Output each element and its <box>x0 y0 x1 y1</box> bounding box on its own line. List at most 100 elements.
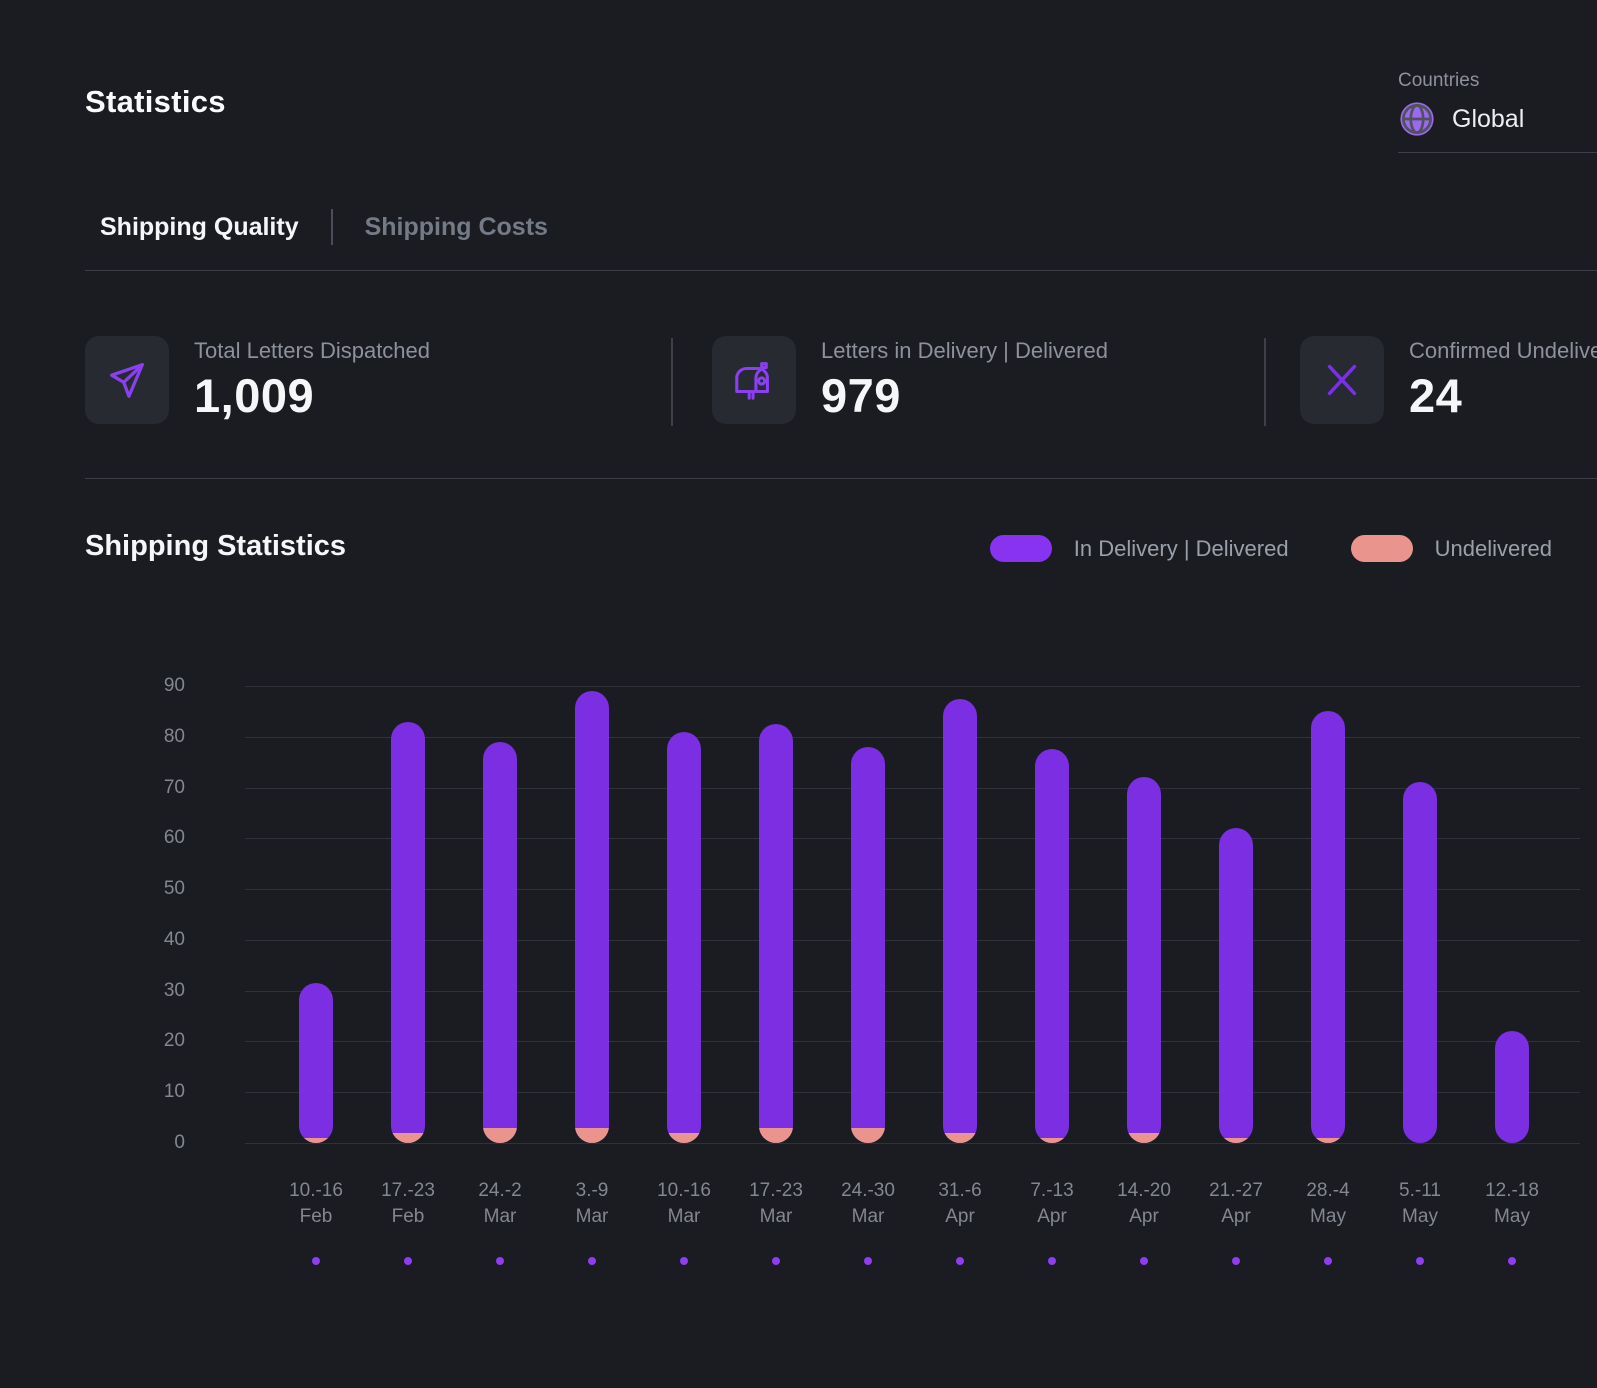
countries-value: Global <box>1452 104 1525 133</box>
bar-5.-11-May <box>1403 782 1437 1143</box>
y-tick-label: 40 <box>163 928 185 950</box>
x-axis-dot <box>956 1257 964 1265</box>
bar-undelivered-segment <box>667 1132 701 1143</box>
gridline-30 <box>245 990 1580 992</box>
countries-select[interactable]: Global <box>1398 100 1597 153</box>
y-tick-label: 20 <box>163 1030 185 1052</box>
shipping-statistics-chart: 0 10 20 30 40 50 60 70 80 90 10.-16 Feb 17.-23 Feb 24.… <box>0 650 1597 1350</box>
x-tick-label: 3.-9 Mar <box>575 1180 609 1227</box>
y-tick-label: 30 <box>163 979 185 1001</box>
gridline-40 <box>245 939 1580 941</box>
gridline-0 <box>245 1143 1580 1144</box>
y-tick-label: 10 <box>163 1081 185 1103</box>
bar-17.-23-Mar <box>759 724 793 1143</box>
x-tick-label: 17.-23 Feb <box>381 1180 435 1227</box>
chart-legend: In Delivery | Delivered Undelivered <box>989 535 1552 562</box>
x-tick-label: 10.-16 Feb <box>289 1180 343 1227</box>
x-axis-dot <box>1508 1257 1516 1265</box>
divider <box>85 478 1597 479</box>
tab-shipping-costs[interactable]: Shipping Costs <box>364 212 548 241</box>
divider <box>671 338 673 426</box>
x-tick-label: 17.-23 Mar <box>749 1180 803 1227</box>
gridline-60 <box>245 838 1580 840</box>
tab-shipping-quality[interactable]: Shipping Quality <box>100 212 299 241</box>
stat-card-dispatched: Total Letters Dispatched 1,009 <box>85 336 430 424</box>
x-axis-dot <box>1232 1257 1240 1265</box>
legend-label: Undelivered <box>1434 535 1552 561</box>
x-axis-dot <box>772 1257 780 1265</box>
bar-undelivered-segment <box>575 1127 609 1143</box>
legend-swatch-delivered <box>989 535 1052 562</box>
x-axis-dot <box>312 1257 320 1265</box>
gridline-80 <box>245 736 1580 738</box>
x-tick-label: 28.-4 May <box>1306 1180 1350 1227</box>
stat-label: Total Letters Dispatched <box>194 338 431 363</box>
stat-card-in-delivery: Letters in Delivery | Delivered 979 <box>712 336 1108 424</box>
stat-card-undelivered: Confirmed Undelivered 24 <box>1300 336 1597 424</box>
bar-undelivered-segment <box>1035 1137 1069 1143</box>
stat-value: 979 <box>821 369 901 422</box>
stat-value: 1,009 <box>194 369 315 422</box>
tab-bar: Shipping Quality Shipping Costs <box>100 205 548 249</box>
bar-7.-13-Apr <box>1035 749 1069 1143</box>
y-tick-label: 0 <box>174 1132 185 1153</box>
gridline-90 <box>245 686 1580 687</box>
x-tick-label: 31.-6 Apr <box>938 1180 982 1227</box>
x-tick-label: 24.-30 Mar <box>841 1180 895 1227</box>
chart-title: Shipping Statistics <box>85 530 347 562</box>
bar-undelivered-segment <box>1127 1132 1161 1143</box>
tab-separator <box>330 209 333 245</box>
bar-14.-20-Apr <box>1127 777 1161 1143</box>
x-tick-label: 5.-11 May <box>1399 1180 1441 1227</box>
bar-undelivered-segment <box>1219 1137 1253 1143</box>
bar-undelivered-segment <box>391 1132 425 1143</box>
legend-swatch-undelivered <box>1350 535 1413 562</box>
page-title: Statistics <box>85 84 226 119</box>
gridline-50 <box>245 889 1580 891</box>
bar-24.-2-Mar <box>483 741 517 1143</box>
x-tick-label: 21.-27 Apr <box>1209 1180 1263 1227</box>
countries-label: Countries <box>1398 70 1480 91</box>
x-tick-label: 7.-13 Apr <box>1030 1180 1074 1227</box>
bar-31.-6-Apr <box>943 698 977 1143</box>
x-tick-label: 14.-20 Apr <box>1117 1180 1171 1227</box>
legend-item-undelivered[interactable]: Undelivered <box>1350 535 1552 562</box>
bar-undelivered-segment <box>483 1127 517 1143</box>
x-tick-label: 10.-16 Mar <box>657 1180 711 1227</box>
bar-undelivered-segment <box>299 1137 333 1143</box>
divider <box>1264 338 1266 426</box>
x-axis-dot <box>1140 1257 1148 1265</box>
bar-undelivered-segment <box>759 1127 793 1143</box>
bar-10.-16-Mar <box>667 731 701 1143</box>
bar-28.-4-May <box>1311 711 1345 1143</box>
bar-undelivered-segment <box>851 1127 885 1143</box>
bar-21.-27-Apr <box>1219 828 1253 1143</box>
bar-24.-30-Mar <box>851 746 885 1143</box>
bar-12.-18-May <box>1495 1031 1529 1143</box>
x-axis-dot <box>1324 1257 1332 1265</box>
x-tick-label: 24.-2 Mar <box>478 1180 522 1227</box>
send-icon <box>85 336 169 424</box>
countries-selector: Countries Global <box>1398 70 1597 153</box>
stat-label: Letters in Delivery | Delivered <box>821 338 1108 363</box>
y-tick-label: 80 <box>163 725 185 747</box>
x-axis-dot <box>680 1257 688 1265</box>
legend-label: In Delivery | Delivered <box>1073 535 1289 561</box>
gridline-20 <box>245 1041 1580 1043</box>
x-axis-dot <box>1048 1257 1056 1265</box>
divider <box>85 270 1597 271</box>
stat-value: 24 <box>1409 369 1463 422</box>
legend-item-delivered[interactable]: In Delivery | Delivered <box>989 535 1289 562</box>
bar-undelivered-segment <box>943 1132 977 1143</box>
bar-17.-23-Feb <box>391 721 425 1143</box>
globe-icon <box>1398 100 1436 138</box>
x-axis-dot <box>588 1257 596 1265</box>
stat-label: Confirmed Undelivered <box>1409 338 1597 363</box>
x-axis-dot <box>404 1257 412 1265</box>
mailbox-icon <box>712 336 796 424</box>
y-tick-label: 70 <box>163 776 185 798</box>
x-axis-dot <box>1416 1257 1424 1265</box>
bar-undelivered-segment <box>1311 1137 1345 1143</box>
x-axis-dot <box>496 1257 504 1265</box>
